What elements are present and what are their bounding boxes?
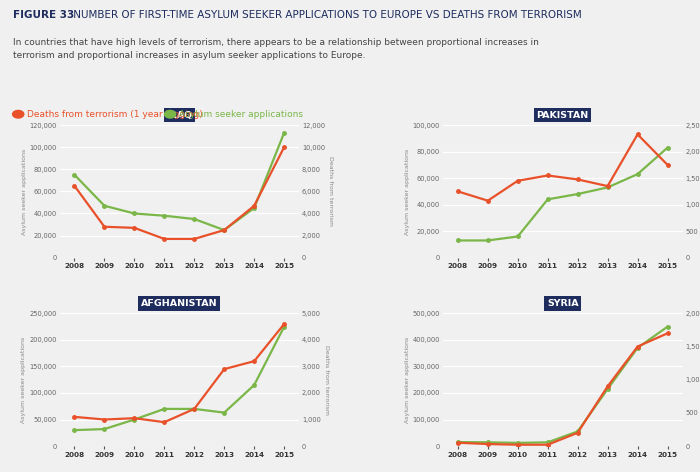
Y-axis label: Asylum seeker applications: Asylum seeker applications (22, 148, 27, 235)
Text: AFGHANISTAN: AFGHANISTAN (141, 299, 218, 308)
Text: Asylum seeker applications: Asylum seeker applications (179, 110, 303, 119)
Text: PAKISTAN: PAKISTAN (537, 111, 589, 120)
Text: In countries that have high levels of terrorism, there appears to be a relations: In countries that have high levels of te… (13, 38, 538, 59)
Text: NUMBER OF FIRST-TIME ASYLUM SEEKER APPLICATIONS TO EUROPE VS DEATHS FROM TERRORI: NUMBER OF FIRST-TIME ASYLUM SEEKER APPLI… (70, 10, 582, 20)
Y-axis label: Asylum seeker applications: Asylum seeker applications (405, 148, 410, 235)
Y-axis label: Asylum seeker applications: Asylum seeker applications (22, 337, 27, 423)
Text: Deaths from terrorism (1 year lagging): Deaths from terrorism (1 year lagging) (27, 110, 203, 119)
Text: IRAQ: IRAQ (166, 111, 193, 120)
Y-axis label: Asylum seeker applications: Asylum seeker applications (405, 337, 409, 423)
Y-axis label: Deaths from terrorism: Deaths from terrorism (328, 156, 332, 227)
Text: SYRIA: SYRIA (547, 299, 578, 308)
Y-axis label: Deaths from terrorism: Deaths from terrorism (323, 345, 329, 415)
Text: FIGURE 33: FIGURE 33 (13, 10, 74, 20)
